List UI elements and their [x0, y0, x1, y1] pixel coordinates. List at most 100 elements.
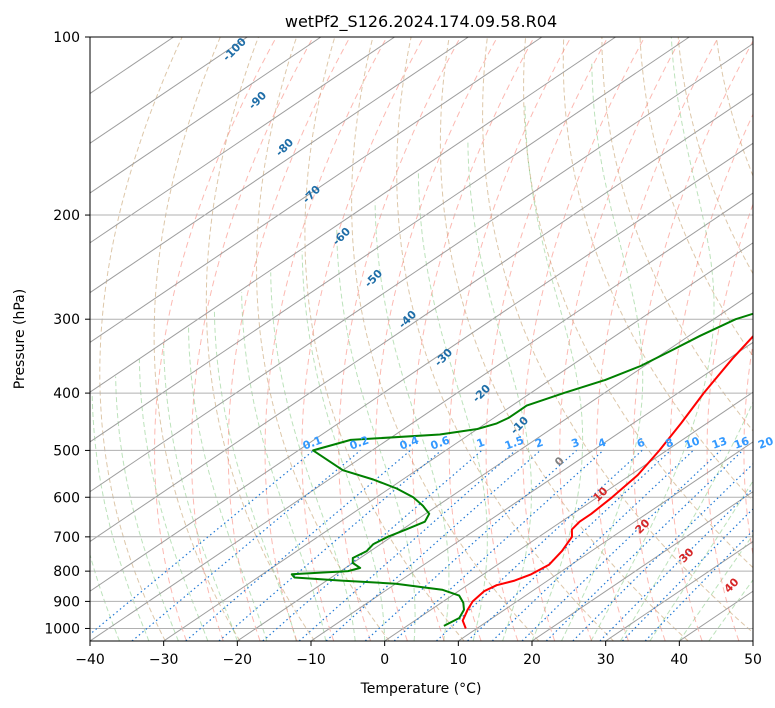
y-tick-label: 100	[53, 30, 80, 46]
reference-dashed-line	[264, 37, 388, 641]
mixing-ratio-label: 2	[533, 436, 545, 451]
isotherm-line	[90, 92, 753, 543]
isotherm-line	[90, 37, 469, 294]
reference-dashed-line	[632, 39, 753, 641]
mixing-ratio-line	[131, 449, 361, 641]
isotherm-line	[90, 37, 690, 443]
reference-dashed-line	[154, 37, 277, 641]
mixing-ratio-label: 3	[570, 436, 582, 451]
reference-dashed-line	[706, 202, 753, 641]
dry-adiabat-line	[99, 37, 183, 641]
y-tick-label: 200	[53, 208, 80, 224]
dry-adiabat-line	[523, 37, 753, 569]
reference-dashed-line	[301, 37, 425, 641]
mixing-ratio-label: 0.1	[301, 434, 324, 453]
dewpoint-profile-line	[290, 312, 753, 627]
dry-adiabat-line	[755, 37, 775, 641]
y-axis-title: Pressure (hPa)	[12, 289, 28, 389]
mixing-ratio-line	[218, 449, 442, 641]
moist-adiabat-line	[301, 250, 386, 641]
mixing-ratio-line	[644, 529, 753, 641]
x-tick-label: 30	[597, 652, 615, 668]
reference-dashed-line	[227, 37, 351, 641]
moist-adiabat-line	[524, 104, 584, 641]
dry-adiabat-line	[439, 37, 689, 641]
dry-adiabat-line	[677, 37, 753, 275]
dry-adiabat-line	[304, 37, 465, 641]
mixing-ratio-line	[435, 449, 643, 641]
moist-adiabat-line	[188, 327, 268, 641]
isotherm-line	[90, 37, 248, 144]
mixing-ratio-line	[325, 449, 541, 641]
mixing-ratio-label: 8	[664, 436, 676, 451]
dry-adiabat-line	[205, 37, 316, 641]
x-tick-label: 40	[670, 652, 688, 668]
isotherm-line	[163, 242, 753, 641]
x-axis-title: Temperature (°C)	[360, 681, 482, 697]
mixing-ratio-label: 0.6	[429, 434, 452, 453]
isotherm-line	[90, 142, 753, 592]
mixing-ratio-label: 4	[596, 436, 608, 451]
mixing-ratio-line	[491, 449, 694, 641]
dry-adiabat-line	[601, 37, 753, 432]
isotherm-line	[90, 192, 753, 641]
isotherm-line	[384, 391, 753, 641]
reference-dashed-line	[411, 37, 535, 641]
moist-adiabat-line	[590, 37, 715, 641]
mixing-ratio-label: 1.5	[503, 434, 526, 453]
x-tick-label: 20	[523, 652, 541, 668]
y-tick-label: 900	[53, 594, 80, 610]
y-tick-label: 300	[53, 312, 80, 328]
isotherm-line	[237, 291, 753, 641]
reference-dashed-line	[596, 37, 719, 641]
isotherm-line	[458, 441, 753, 641]
dry-adiabat-line	[715, 37, 753, 178]
moist-adiabat-line	[138, 358, 209, 641]
mixing-ratio-label: 0.4	[398, 434, 421, 453]
isotherm-line	[752, 640, 753, 641]
mixing-ratio-line	[621, 508, 753, 641]
isotherm-line	[310, 341, 753, 641]
mixing-ratio-label: 13	[710, 434, 729, 451]
x-axis-ticks: −40 −30 −20 −10 0 10 20 30 40 50	[75, 641, 762, 668]
mixing-ratio-label: 1	[475, 436, 487, 451]
x-tick-label: 10	[449, 652, 467, 668]
dry-adiabat-line	[562, 37, 753, 502]
temperature-profile-line	[461, 334, 753, 629]
x-tick-label: −40	[75, 652, 105, 668]
isotherm-line	[90, 37, 543, 343]
y-tick-label: 700	[53, 530, 80, 546]
dry-adiabat-line	[482, 37, 753, 634]
reference-dashed-line	[559, 37, 682, 641]
dry-adiabat-line	[153, 37, 241, 641]
reference-dashed-line	[190, 37, 314, 641]
mixing-ratio-label: 20	[756, 434, 775, 452]
moist-adiabat-line	[336, 227, 416, 641]
mixing-ratio-line	[599, 487, 753, 641]
y-tick-label: 600	[53, 490, 80, 506]
isotherm-line	[90, 37, 616, 393]
isotherm-line	[90, 43, 753, 493]
x-tick-label: −20	[223, 652, 253, 668]
isotherm-line	[90, 37, 395, 244]
reference-dashed-line	[338, 37, 461, 641]
moist-adiabat-line	[374, 201, 450, 641]
x-tick-label: −30	[149, 652, 179, 668]
mixing-ratio-label: 0.2	[348, 434, 371, 453]
isotherm-line	[90, 37, 322, 194]
dry-adiabat-line	[396, 37, 614, 641]
dry-adiabat-line	[255, 37, 390, 641]
reference-dashed-line	[743, 340, 753, 557]
moist-adiabat-line	[649, 480, 753, 641]
mixing-ratio-line	[521, 449, 722, 641]
moist-adiabat-line	[115, 376, 179, 641]
x-tick-label: 50	[744, 652, 762, 668]
y-tick-label: 1000	[44, 622, 80, 638]
x-tick-label: 0	[380, 652, 389, 668]
y-tick-label: 800	[53, 564, 80, 580]
reference-dashed-line	[448, 37, 572, 641]
mixing-ratio-line	[298, 449, 516, 641]
reference-dashed-line	[669, 113, 753, 641]
reference-dashed-line	[485, 37, 609, 641]
